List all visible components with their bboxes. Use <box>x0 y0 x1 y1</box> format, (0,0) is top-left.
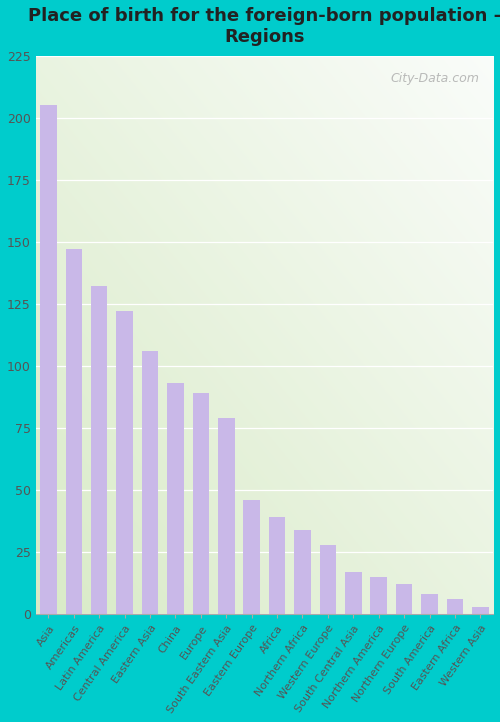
Bar <box>91 287 108 614</box>
Bar <box>269 517 285 614</box>
Bar <box>142 351 158 614</box>
Title: Place of birth for the foreign-born population -
Regions: Place of birth for the foreign-born popu… <box>28 7 500 45</box>
Bar <box>472 606 488 614</box>
Bar <box>40 105 56 614</box>
Bar <box>345 572 362 614</box>
Bar <box>370 577 387 614</box>
Bar <box>320 544 336 614</box>
Bar <box>396 584 412 614</box>
Bar <box>218 418 234 614</box>
Bar <box>192 393 209 614</box>
Bar <box>294 530 310 614</box>
Text: City-Data.com: City-Data.com <box>390 72 480 85</box>
Bar <box>446 599 463 614</box>
Bar <box>66 249 82 614</box>
Bar <box>422 594 438 614</box>
Bar <box>167 383 184 614</box>
Bar <box>244 500 260 614</box>
Bar <box>116 311 133 614</box>
